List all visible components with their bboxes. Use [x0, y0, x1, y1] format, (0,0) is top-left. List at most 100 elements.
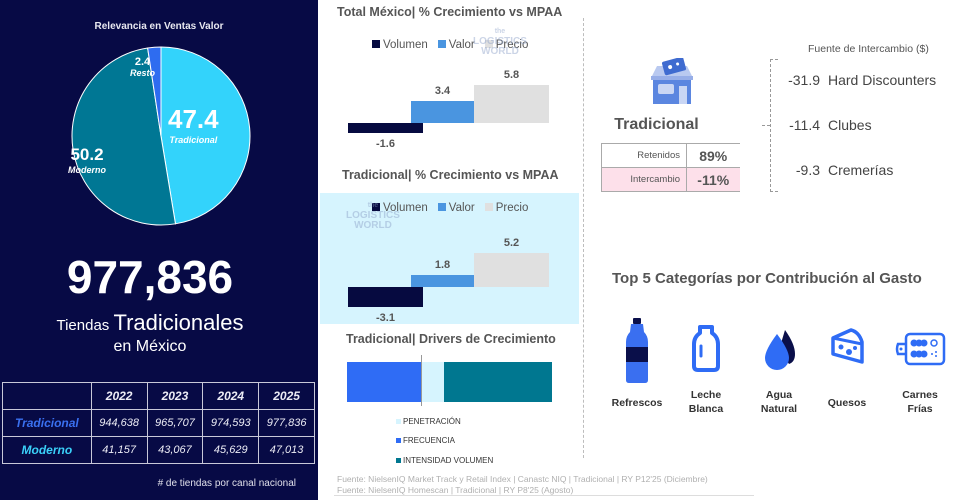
exchange-value: -31.9 [788, 72, 820, 88]
left-panel: Relevancia en Ventas Valor 2.4 Resto 47.… [0, 0, 318, 500]
chart-title-tradicional: Tradicional| % Crecimiento vs MPAA [342, 168, 559, 182]
pie-name-tradicional: Tradicional [169, 135, 218, 145]
legend-item-valor: Valor [437, 202, 475, 214]
category-carnes: Carnes Frías [885, 318, 955, 415]
legend-item-volumen: Volumen [372, 202, 428, 214]
table-cell: 944,638 [90, 409, 148, 437]
table-cell: 965,707 [146, 409, 204, 437]
pie-label-resto: 2.4 Resto [130, 56, 155, 78]
exchange-name: Cremerías [828, 162, 894, 178]
exchange-value: -11.4 [789, 117, 820, 133]
table-header [2, 382, 92, 410]
exchange-value: -9.3 [795, 162, 820, 178]
category-label-line: Carnes [902, 389, 938, 401]
top5-title: Top 5 Categorías por Contribución al Gas… [612, 270, 922, 287]
legend-label: Volumen [383, 202, 428, 214]
source-note-1: Fuente: NielsenIQ Market Track y Retail … [337, 474, 708, 484]
bar-value-label: -1.6 [376, 138, 395, 151]
table-row: Moderno 41,157 43,067 45,629 47,013 [2, 436, 315, 464]
legend-item-precio: Precio [484, 202, 529, 214]
divider [583, 18, 584, 458]
bar-value-label: 3.4 [434, 84, 451, 97]
store-count-subtitle: Tiendas Tradicionales [0, 310, 300, 336]
table-header: 2023 [146, 382, 204, 410]
pie-label-moderno: 50.2 Moderno [68, 145, 106, 175]
pie-slice-resto [147, 46, 162, 137]
legend-swatch [484, 40, 493, 48]
category-label-line: Natural [760, 403, 798, 415]
table-cell: 43,067 [146, 436, 204, 464]
subtitle-small: Tiendas [56, 317, 110, 334]
category-refrescos: Refrescos [602, 318, 672, 409]
table-row: Tradicional 944,638 965,707 974,593 977,… [2, 409, 315, 437]
bar-value-label: 5.8 [503, 69, 520, 82]
milk-bottle-icon [692, 325, 720, 372]
pie-value-resto: 2.4 [134, 56, 151, 68]
pie-slice-tradicional [160, 46, 251, 225]
legend-label: INTENSIDAD VOLUMEN [403, 456, 494, 465]
table-header-row: 2022 2023 2024 2025 [2, 382, 315, 410]
retention-label: Retenidos [601, 143, 687, 168]
exchange-item: -11.4 Clubes [772, 117, 872, 133]
bar-precio [474, 253, 549, 287]
table-header: 2025 [258, 382, 315, 410]
source-note-2: Fuente: NielsenIQ Homescan | Tradicional… [337, 485, 574, 495]
table-header: 2022 [90, 382, 148, 410]
retention-channel: Tradicional [614, 116, 699, 133]
table-cell: 977,836 [258, 409, 315, 437]
watermark-logo: the LOGISTICS WORLD [473, 26, 527, 57]
soda-bottle-icon [626, 318, 648, 383]
category-label-line: Frías [907, 403, 933, 415]
watermark-text: LOGISTICS [346, 210, 400, 221]
legend-label: Valor [448, 39, 475, 51]
store-icon [651, 58, 693, 104]
cheese-icon [831, 328, 864, 364]
legend-item-precio: Precio [484, 39, 529, 51]
legend-penetracion: PENETRACIÓN [396, 417, 461, 426]
legend-total: Volumen Valor Precio [372, 39, 528, 51]
retention-value: -11% [686, 167, 740, 192]
bar-valor [411, 275, 474, 287]
category-label-line: Refrescos [611, 397, 663, 409]
legend-swatch [396, 458, 401, 464]
legend-item-volumen: Volumen [372, 39, 428, 51]
category-leche: Leche Blanca [671, 318, 741, 415]
pie-title: Relevancia en Ventas Valor [94, 21, 224, 32]
bar-value-label: 5.2 [503, 237, 520, 250]
driver-bar-frecuencia [347, 362, 421, 402]
retention-row: Retenidos 89% [601, 143, 740, 168]
bar-volumen [348, 287, 423, 308]
table-note: # de tiendas por canal nacional [157, 478, 296, 489]
bracket-tip [762, 125, 770, 126]
category-agua: Agua Natural [744, 318, 814, 415]
watermark-text: WORLD [354, 220, 392, 231]
bracket [770, 59, 778, 192]
bar-value-label: -3.1 [376, 312, 395, 325]
category-label: Leche Blanca [671, 388, 741, 416]
drivers-axis [421, 355, 422, 406]
table-cell: 47,013 [258, 436, 315, 464]
subtitle-line2: en México [113, 338, 187, 355]
legend-label: Valor [448, 202, 475, 214]
bar-precio [474, 85, 549, 123]
legend-label: Precio [495, 202, 529, 214]
pie-slice-moderno [71, 47, 177, 226]
legend-label: Precio [495, 39, 529, 51]
retention-value: 89% [686, 143, 740, 168]
legend-label: Volumen [383, 39, 428, 51]
legend-item-valor: Valor [437, 39, 475, 51]
legend-swatch [437, 40, 446, 48]
exchange-name: Clubes [828, 117, 872, 133]
bar-volumen [348, 123, 423, 134]
legend-intensidad: INTENSIDAD VOLUMEN [396, 456, 493, 465]
cold-cuts-board-icon [895, 332, 946, 366]
retention-label: Intercambio [601, 167, 687, 192]
watermark-text: the [367, 202, 379, 209]
legend-tradicional: Volumen Valor Precio [372, 202, 528, 214]
category-quesos: Quesos [812, 318, 882, 409]
pie-name-moderno: Moderno [68, 165, 106, 175]
watermark-logo: the LOGISTICS WORLD [346, 200, 400, 231]
category-label: Quesos [812, 396, 882, 410]
driver-bar-penetracion [421, 362, 444, 402]
category-label-line: Leche [690, 389, 722, 401]
